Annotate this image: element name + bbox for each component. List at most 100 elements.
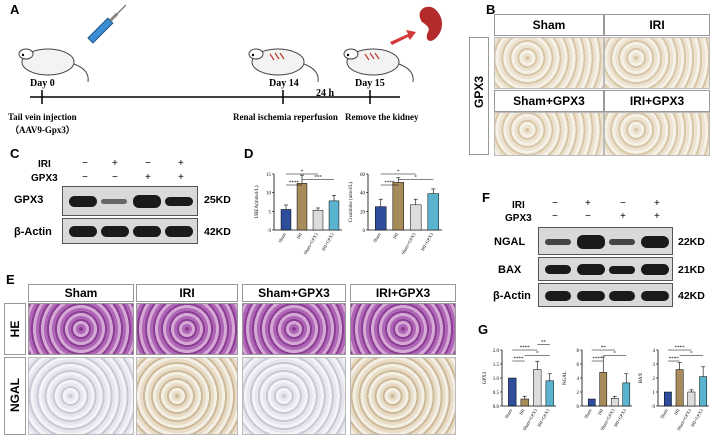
f-kd-bax: 21KD [678, 264, 705, 276]
f-iri-sign-3: − [620, 198, 626, 209]
label-day14: Day 14 [269, 78, 299, 89]
y-tick-label: 60 [360, 173, 366, 178]
sig-label: * [614, 352, 617, 357]
step-remove-kidney: Remove the kidney [345, 112, 419, 122]
bar [675, 369, 684, 407]
sig-label: *** [314, 176, 322, 181]
panel-label-c: C [10, 146, 20, 161]
label-24h: 24 h [316, 88, 335, 99]
category-label: Sham [372, 232, 382, 244]
sig-label: **** [669, 357, 680, 362]
f-iri-sign-4: + [654, 198, 660, 209]
b-image-iri-gpx3 [604, 112, 710, 156]
bar [610, 398, 619, 407]
c-gpx3-sign-2: − [112, 172, 118, 183]
experiment-timeline [18, 4, 442, 104]
sig-label: * [536, 352, 539, 357]
category-label: IRI+GPX3 [536, 407, 551, 427]
panel-label-e: E [6, 272, 15, 287]
c-blot-gpx3 [62, 186, 198, 216]
f-gpx3-sign-1: − [552, 211, 558, 222]
f-gpx3-sign-2: − [585, 211, 591, 222]
bar [392, 182, 404, 231]
y-axis-label: BAX [639, 372, 644, 383]
b-image-sham [494, 37, 604, 89]
y-tick-label: 40 [360, 192, 366, 197]
e-ngal-iri-gpx3 [350, 357, 456, 435]
panel-label-b: B [486, 2, 496, 17]
c-iri-sign-3: − [145, 158, 151, 169]
y-tick-label: 0 [363, 229, 366, 234]
y-tick-label: 0.0 [493, 405, 500, 410]
e-row-ngal-label: NGAL [8, 378, 22, 412]
y-axis-label: NGAL [563, 371, 568, 385]
y-tick-label: 1.5 [493, 363, 500, 368]
sig-label: **** [289, 181, 300, 186]
e-header-iri: IRI [136, 284, 238, 302]
bar [410, 204, 422, 231]
kidney-icon [419, 6, 442, 41]
category-label: Sham+GPX3 [400, 231, 417, 255]
category-label: Sham+GPX3 [303, 231, 320, 255]
f-blot-ngal [538, 227, 673, 255]
step-tail-vein: Tail vein injection [8, 112, 77, 122]
category-label: Sham [504, 408, 514, 420]
c-iri-sign-4: + [178, 158, 184, 169]
y-tick-label: 4 [653, 349, 656, 354]
sig-label: **** [675, 346, 686, 351]
e-ngal-sham-gpx3 [242, 357, 346, 435]
sig-label: ** [601, 346, 607, 351]
panel-label-d: D [244, 146, 254, 161]
y-tick-label: 2.0 [493, 349, 500, 354]
category-label: IRI [392, 232, 400, 240]
step-renal-ir: Renal ischemia reperfusion [233, 112, 338, 122]
gpx3-row-label: GPX3 [472, 76, 486, 109]
f-row-actin: β-Actin [493, 290, 531, 302]
e-row-ngal [4, 357, 26, 435]
f-blot-actin [538, 283, 673, 307]
f-kd-actin: 42KD [678, 290, 705, 302]
e-row-he [4, 303, 26, 355]
b-image-sham-gpx3 [494, 112, 604, 156]
y-tick-label: 6 [577, 363, 580, 368]
syringe-icon [87, 4, 127, 44]
bar [280, 209, 292, 231]
category-label: IRI [673, 408, 681, 416]
y-tick-label: 1.0 [493, 377, 500, 382]
category-label: Sham [659, 408, 669, 420]
e-ngal-iri [136, 357, 238, 435]
y-tick-label: 0 [269, 229, 272, 234]
bar [687, 391, 696, 407]
y-tick-label: 1 [653, 391, 656, 396]
sig-label: **** [520, 346, 531, 351]
gpx3-row-label-box [469, 37, 489, 155]
c-gpx3-sign-1: − [82, 172, 88, 183]
e-he-iri [136, 303, 238, 355]
bar [622, 382, 631, 407]
y-tick-label: 0 [577, 405, 580, 410]
bar [699, 376, 708, 407]
bar [508, 377, 517, 407]
e-ngal-sham [28, 357, 134, 435]
sig-label: * [415, 176, 418, 181]
e-he-sham [28, 303, 134, 355]
panel-label-g: G [478, 322, 489, 337]
c-iri-sign-1: − [82, 158, 88, 169]
mouse-icon-day15 [343, 48, 414, 83]
sig-label: **** [385, 181, 396, 186]
y-tick-label: 5 [269, 210, 272, 215]
bar [328, 200, 340, 231]
panel-label-f: F [482, 190, 490, 205]
y-tick-label: 8 [577, 349, 580, 354]
y-axis-label: UREA(mmol/L) [255, 185, 260, 218]
c-row-actin: β-Actin [14, 226, 52, 238]
c-gpx3-label: GPX3 [31, 173, 58, 184]
sig-label: * [690, 352, 693, 357]
b-image-iri [604, 37, 710, 89]
y-tick-label: 3 [653, 363, 656, 368]
f-gpx3-sign-4: + [654, 211, 660, 222]
bar [663, 391, 672, 407]
step-aav9: （AAV9-Gpx3） [10, 125, 75, 135]
panel-label-a: A [10, 2, 20, 17]
